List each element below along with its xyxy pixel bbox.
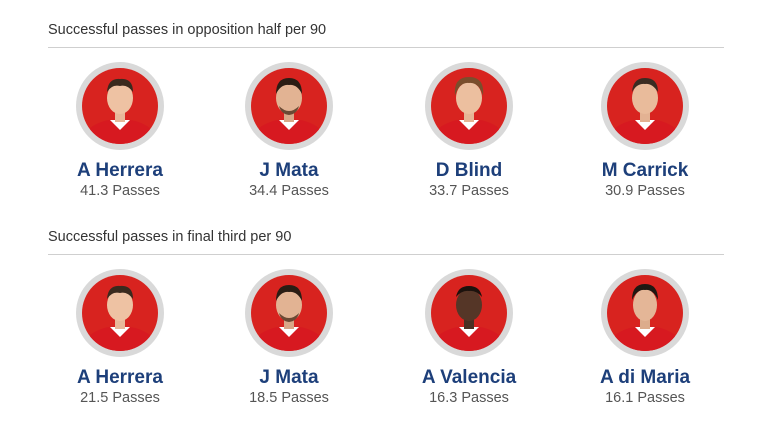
player-stat: 34.4 Passes xyxy=(249,183,329,199)
player-name: A Valencia xyxy=(421,367,517,388)
player-card: M Carrick 30.9 Passes xyxy=(565,62,725,202)
player-stat: 16.3 Passes xyxy=(429,390,509,406)
player-name: A Herrera xyxy=(77,367,163,388)
player-stat: 16.1 Passes xyxy=(605,390,685,406)
section-title: Successful passes in opposition half per… xyxy=(48,22,327,38)
player-portrait-icon xyxy=(425,62,513,150)
player-stat: 33.7 Passes xyxy=(429,183,509,199)
player-portrait-icon xyxy=(601,269,689,357)
player-card: A Herrera 21.5 Passes xyxy=(40,269,200,409)
player-card: D Blind 33.7 Passes xyxy=(389,62,549,202)
player-name: A di Maria xyxy=(599,367,691,388)
player-card: J Mata 18.5 Passes xyxy=(209,269,369,409)
divider xyxy=(48,47,724,48)
player-stat: 30.9 Passes xyxy=(605,183,685,199)
player-portrait-icon xyxy=(601,62,689,150)
player-name: D Blind xyxy=(435,160,503,181)
player-card: A Valencia 16.3 Passes xyxy=(389,269,549,409)
player-name: M Carrick xyxy=(601,160,689,181)
player-card: A Herrera 41.3 Passes xyxy=(40,62,200,202)
player-name: A Herrera xyxy=(77,160,163,181)
player-card: A di Maria 16.1 Passes xyxy=(565,269,725,409)
player-portrait-icon xyxy=(76,62,164,150)
player-name: J Mata xyxy=(259,367,319,388)
player-portrait-icon xyxy=(76,269,164,357)
section-title: Successful passes in final third per 90 xyxy=(48,229,292,245)
divider xyxy=(48,254,724,255)
player-name: J Mata xyxy=(259,160,319,181)
player-card: J Mata 34.4 Passes xyxy=(209,62,369,202)
player-stat: 41.3 Passes xyxy=(80,183,160,199)
player-portrait-icon xyxy=(425,269,513,357)
player-stat: 21.5 Passes xyxy=(80,390,160,406)
player-portrait-icon xyxy=(245,62,333,150)
player-stat: 18.5 Passes xyxy=(249,390,329,406)
player-portrait-icon xyxy=(245,269,333,357)
